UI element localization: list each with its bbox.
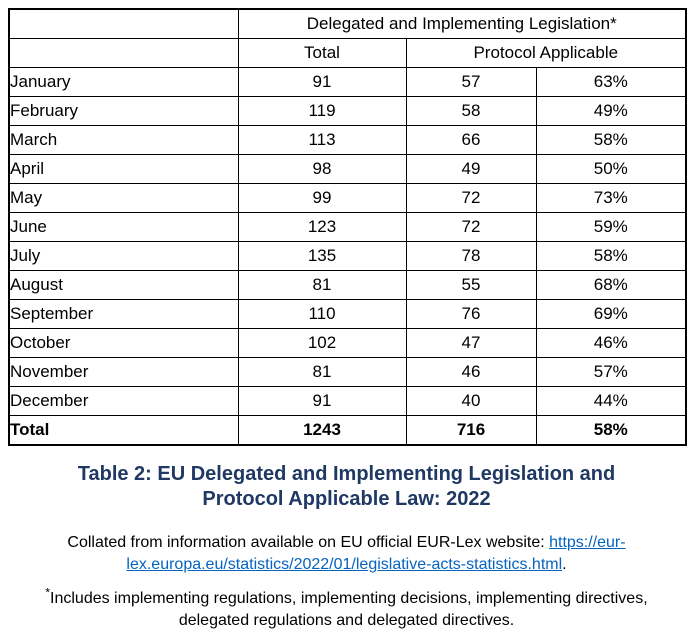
total-cell: 98 bbox=[237, 154, 407, 184]
protocol-count-cell: 40 bbox=[405, 386, 537, 416]
month-cell: July bbox=[8, 241, 239, 271]
caption-line-1: Table 2: EU Delegated and Implementing L… bbox=[77, 463, 616, 485]
protocol-count-cell: 66 bbox=[405, 125, 537, 155]
total-cell: 102 bbox=[237, 328, 407, 358]
total-cell: 135 bbox=[237, 241, 407, 271]
total-cell: 110 bbox=[237, 299, 407, 329]
table-row: June 123 72 59% bbox=[8, 212, 687, 242]
table-row: September 110 76 69% bbox=[8, 299, 687, 329]
protocol-count-cell: 55 bbox=[405, 270, 537, 300]
total-row-total: 1243 bbox=[237, 415, 407, 446]
table-subheader-row: Total Protocol Applicable bbox=[8, 38, 687, 68]
protocol-count-cell: 58 bbox=[405, 96, 537, 126]
table-row: May 99 72 73% bbox=[8, 183, 687, 213]
table-group-header-row: Delegated and Implementing Legislation* bbox=[8, 8, 687, 39]
protocol-percent-cell: 73% bbox=[535, 183, 687, 213]
month-cell: October bbox=[8, 328, 239, 358]
total-cell: 113 bbox=[237, 125, 407, 155]
protocol-percent-cell: 59% bbox=[535, 212, 687, 242]
total-row-label: Total bbox=[8, 415, 239, 446]
total-cell: 91 bbox=[237, 67, 407, 97]
table-total-row: Total 1243 716 58% bbox=[8, 415, 687, 446]
month-cell: March bbox=[8, 125, 239, 155]
total-cell: 123 bbox=[237, 212, 407, 242]
month-cell: January bbox=[8, 67, 239, 97]
protocol-count-cell: 76 bbox=[405, 299, 537, 329]
table-caption: Table 2: EU Delegated and Implementing L… bbox=[8, 462, 685, 512]
month-cell: September bbox=[8, 299, 239, 329]
month-cell: November bbox=[8, 357, 239, 387]
protocol-count-cell: 72 bbox=[405, 212, 537, 242]
protocol-percent-cell: 58% bbox=[535, 125, 687, 155]
total-cell: 119 bbox=[237, 96, 407, 126]
table-row: February 119 58 49% bbox=[8, 96, 687, 126]
table-row: March 113 66 58% bbox=[8, 125, 687, 155]
footnote: *Includes implementing regulations, impl… bbox=[37, 585, 657, 632]
eur-lex-link[interactable]: https://eur-lex.europa.eu/statistics/202… bbox=[126, 534, 626, 573]
protocol-percent-cell: 46% bbox=[535, 328, 687, 358]
total-cell: 81 bbox=[237, 357, 407, 387]
month-cell: August bbox=[8, 270, 239, 300]
source-note-text: Collated from information available on E… bbox=[67, 534, 550, 551]
protocol-count-cell: 78 bbox=[405, 241, 537, 271]
month-cell: June bbox=[8, 212, 239, 242]
protocol-count-cell: 49 bbox=[405, 154, 537, 184]
total-row-protocol-count: 716 bbox=[405, 415, 537, 446]
table-row: August 81 55 68% bbox=[8, 270, 687, 300]
column-header-total: Total bbox=[237, 38, 407, 68]
protocol-percent-cell: 44% bbox=[535, 386, 687, 416]
table-row: October 102 47 46% bbox=[8, 328, 687, 358]
table-row: November 81 46 57% bbox=[8, 357, 687, 387]
footnote-asterisk: * bbox=[45, 585, 51, 600]
legislation-stats-table: Delegated and Implementing Legislation* … bbox=[8, 8, 687, 446]
column-header-protocol-applicable: Protocol Applicable bbox=[405, 38, 687, 68]
protocol-percent-cell: 63% bbox=[535, 67, 687, 97]
month-cell: May bbox=[8, 183, 239, 213]
protocol-percent-cell: 68% bbox=[535, 270, 687, 300]
caption-line-2: Protocol Applicable Law: 2022 bbox=[202, 488, 491, 510]
month-cell: February bbox=[8, 96, 239, 126]
table-row: December 91 40 44% bbox=[8, 386, 687, 416]
protocol-count-cell: 57 bbox=[405, 67, 537, 97]
empty-corner-cell bbox=[8, 8, 239, 39]
protocol-count-cell: 72 bbox=[405, 183, 537, 213]
group-header-cell: Delegated and Implementing Legislation* bbox=[237, 8, 687, 39]
source-note-period: . bbox=[562, 556, 567, 573]
month-cell: April bbox=[8, 154, 239, 184]
protocol-percent-cell: 49% bbox=[535, 96, 687, 126]
protocol-percent-cell: 69% bbox=[535, 299, 687, 329]
table-row: April 98 49 50% bbox=[8, 154, 687, 184]
protocol-percent-cell: 50% bbox=[535, 154, 687, 184]
month-cell: December bbox=[8, 386, 239, 416]
empty-header-cell bbox=[8, 38, 239, 68]
footnote-text: Includes implementing regulations, imple… bbox=[50, 590, 648, 629]
total-row-protocol-percent: 58% bbox=[535, 415, 687, 446]
table-row: July 135 78 58% bbox=[8, 241, 687, 271]
protocol-count-cell: 46 bbox=[405, 357, 537, 387]
total-cell: 81 bbox=[237, 270, 407, 300]
table-row: January 91 57 63% bbox=[8, 67, 687, 97]
protocol-percent-cell: 58% bbox=[535, 241, 687, 271]
total-cell: 99 bbox=[237, 183, 407, 213]
protocol-percent-cell: 57% bbox=[535, 357, 687, 387]
protocol-count-cell: 47 bbox=[405, 328, 537, 358]
total-cell: 91 bbox=[237, 386, 407, 416]
source-note: Collated from information available on E… bbox=[23, 532, 671, 576]
